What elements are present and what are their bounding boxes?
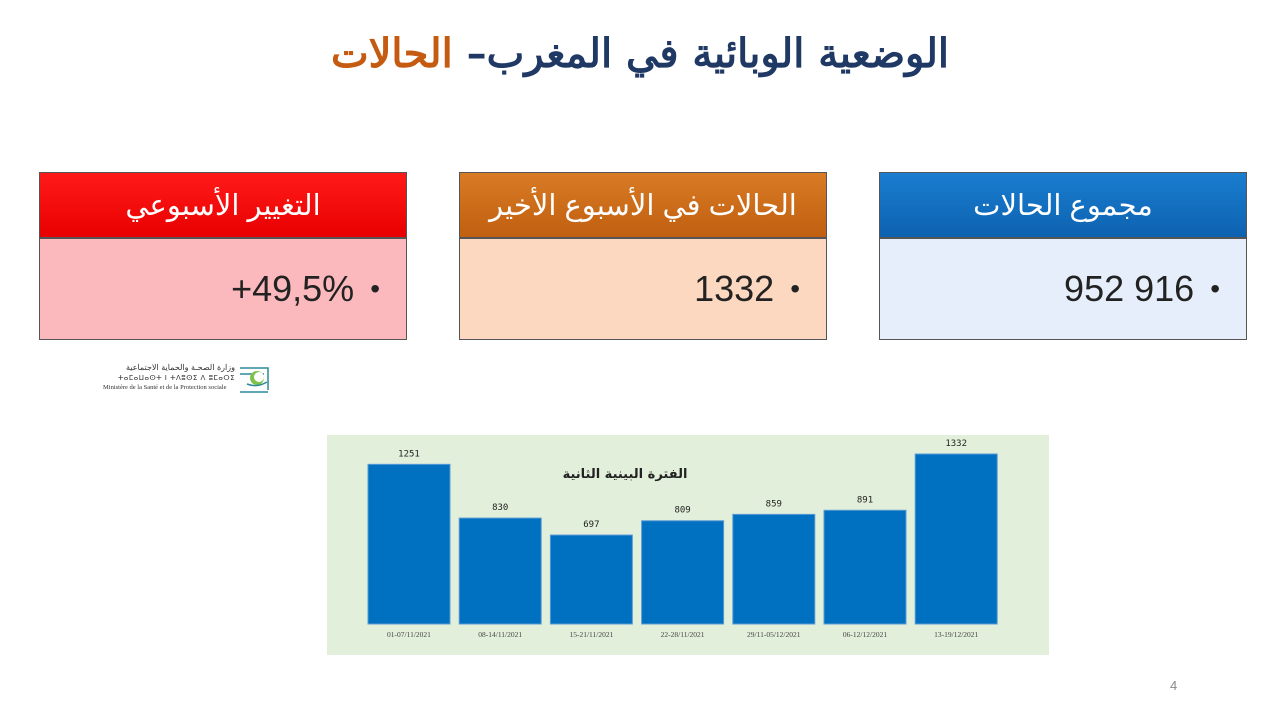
chart-bar <box>914 453 998 625</box>
chart-x-tick-label: 06-12/12/2021 <box>843 630 887 639</box>
weekly-cases-chart: الفترة البينية الثانية 1251 01-07/11/2021… <box>327 435 1049 655</box>
chart-data-label: 697 <box>583 520 599 530</box>
page-number: 4 <box>1170 678 1178 693</box>
chart-data-label: 809 <box>674 506 690 516</box>
chart-bar <box>549 534 633 625</box>
chart-title: الفترة البينية الثانية <box>563 467 688 482</box>
chart-data-label: 1251 <box>398 449 420 459</box>
total-cases-body: 952 916 • <box>879 238 1247 340</box>
chart-x-tick-label: 15-21/11/2021 <box>569 630 613 639</box>
total-cases-value: 952 916 <box>1064 268 1195 309</box>
chart-x-tick-label: 29/11-05/12/2021 <box>747 630 801 639</box>
bullet-icon: • <box>1210 273 1220 304</box>
last-week-body: 1332 • <box>459 238 827 340</box>
last-week-card: الحالات في الأسبوع الأخير 1332 • <box>459 172 827 340</box>
chart-bar <box>367 463 451 625</box>
bullet-icon: • <box>370 273 380 304</box>
chart-bar <box>823 509 907 625</box>
chart-svg: الفترة البينية الثانية 1251 01-07/11/2021… <box>367 439 998 639</box>
chart-data-label: 891 <box>857 495 873 505</box>
logo-arabic-text: وزارة الصحـة والحماية الاجتماعية <box>126 363 235 372</box>
ministry-emblem-icon <box>240 367 269 393</box>
chart-data-label: 859 <box>766 499 782 509</box>
bullet-icon: • <box>790 273 800 304</box>
chart-x-tick-label: 22-28/11/2021 <box>661 630 705 639</box>
weekly-change-value: +49,5% <box>231 268 355 309</box>
chart-data-label: 1332 <box>945 439 967 449</box>
weekly-change-body: +49,5% • <box>39 238 407 340</box>
weekly-change-card: التغيير الأسبوعي +49,5% • <box>39 172 407 340</box>
ministry-logo: وزارة الصحـة والحماية الاجتماعية ⵜⴰⵎⴰⵡⴰⵙ… <box>103 360 273 398</box>
slide-title: الوضعية الوبائية في المغرب– الحالات <box>0 30 1280 77</box>
chart-x-tick-label: 13-19/12/2021 <box>934 630 978 639</box>
last-week-label: الحالات في الأسبوع الأخير <box>459 172 827 238</box>
weekly-change-label: التغيير الأسبوعي <box>39 172 407 238</box>
chart-bar <box>458 517 542 625</box>
chart-bar <box>732 513 816 625</box>
chart-x-tick-label: 01-07/11/2021 <box>387 630 431 639</box>
chart-x-tick-label: 08-14/11/2021 <box>478 630 522 639</box>
slide-title-main: الوضعية الوبائية في المغرب– <box>452 30 950 77</box>
total-cases-label: مجموع الحالات <box>879 172 1247 238</box>
total-cases-card: مجموع الحالات 952 916 • <box>879 172 1247 340</box>
last-week-value: 1332 <box>694 268 775 309</box>
slide-title-accent: الحالات <box>330 30 453 77</box>
logo-french-text: Ministère de la Santé et de la Protectio… <box>103 384 227 391</box>
chart-bar <box>641 520 725 625</box>
logo-tifinagh-text: ⵜⴰⵎⴰⵡⴰⵙⵜ ⵏ ⵜⴷⵓⵙⵉ ⴷ ⵓⵎⴰⵔⵉ <box>117 374 235 382</box>
chart-data-label: 830 <box>492 503 508 513</box>
